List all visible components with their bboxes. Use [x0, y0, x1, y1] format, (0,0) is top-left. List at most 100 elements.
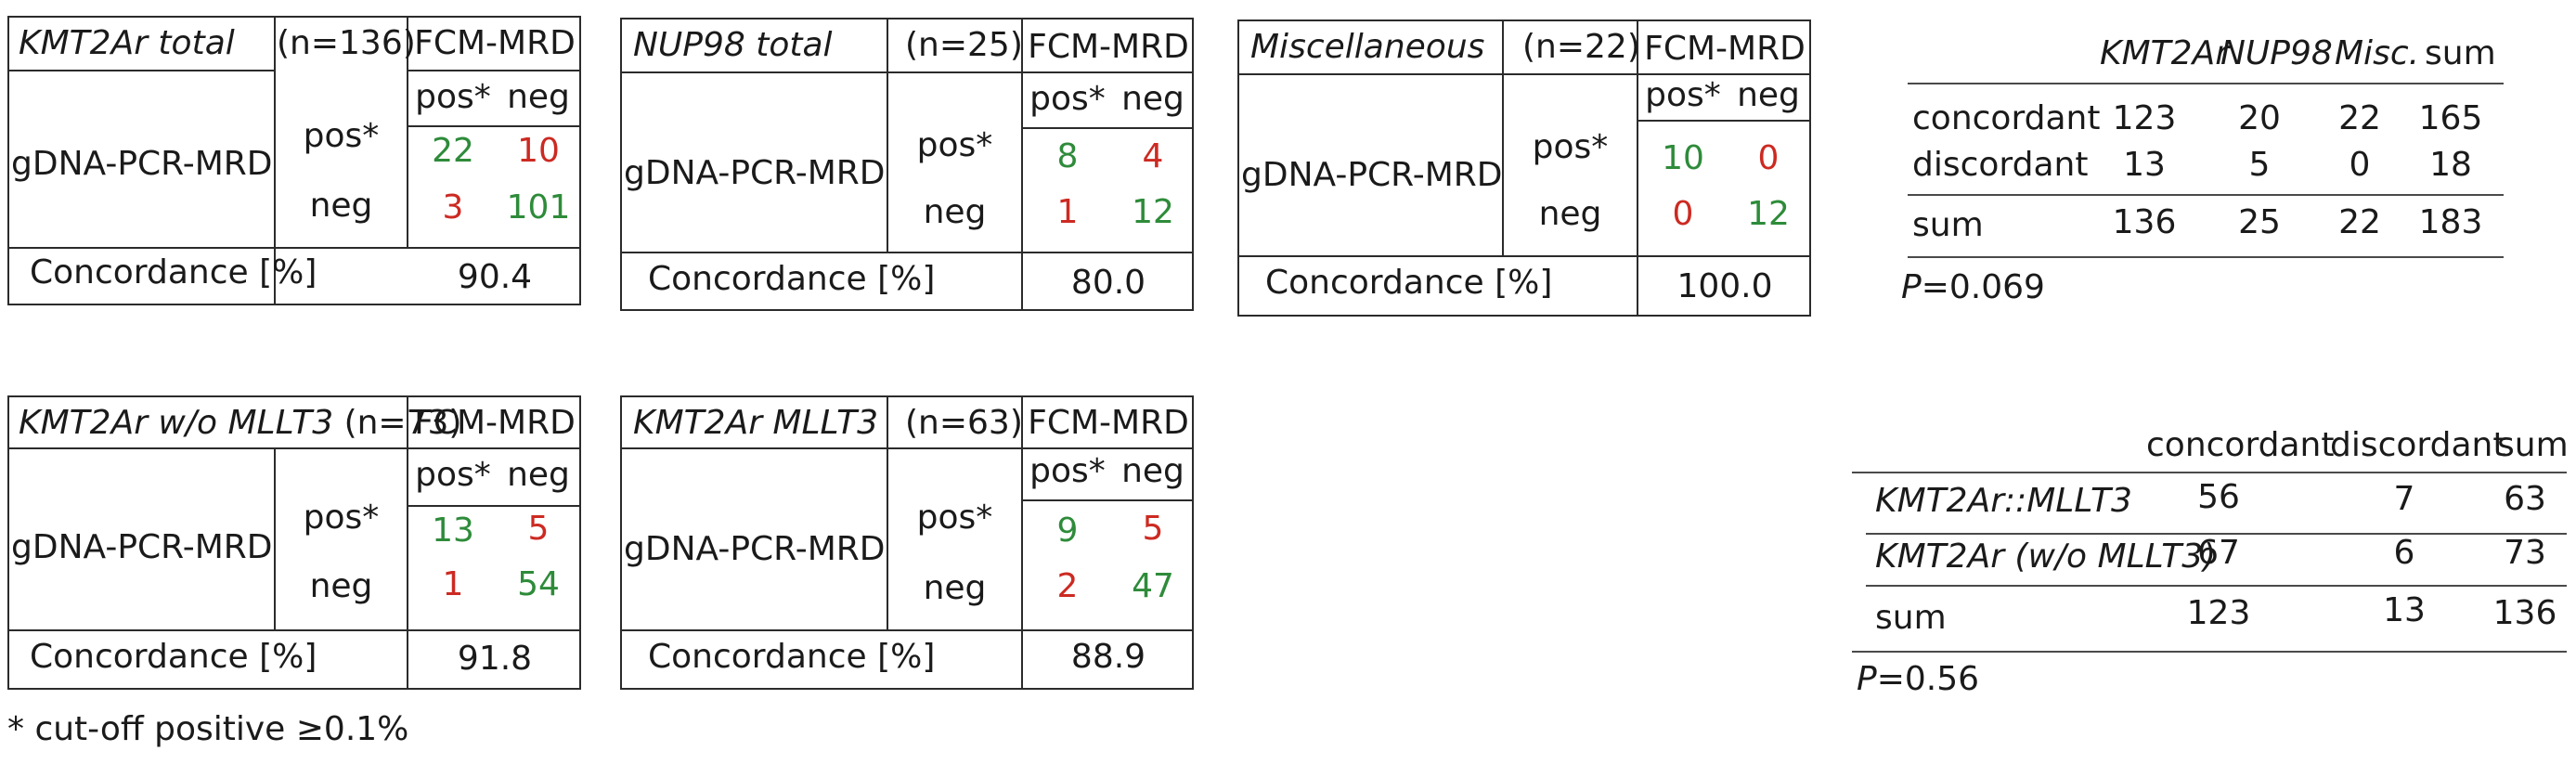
table-rule: [1866, 585, 2567, 587]
cell-value: 1: [1056, 193, 1079, 231]
table-rule: [1908, 194, 2504, 196]
cell-value: 63: [2504, 480, 2546, 518]
cell-value: 6: [2393, 534, 2415, 572]
col-level-pos: pos*: [415, 78, 491, 116]
table-rule: [1908, 256, 2504, 258]
row-level-neg: neg: [923, 569, 987, 607]
table-n-label: (n=25): [905, 26, 1023, 64]
table-n-label: (n=63): [905, 404, 1023, 442]
concordance-value: 88.9: [1070, 638, 1146, 676]
row-level-pos: pos*: [1532, 128, 1609, 166]
concordance-value: 80.0: [1070, 264, 1146, 302]
row-header: gDNA-PCR-MRD: [624, 154, 886, 192]
concordance-value: 100.0: [1676, 267, 1773, 305]
table-rule: [1852, 472, 2567, 473]
cell-value: 8: [1056, 137, 1079, 175]
row-header: gDNA-PCR-MRD: [1241, 156, 1503, 194]
cell-value: 183: [2418, 203, 2483, 241]
table-n-label: (n=22): [1522, 28, 1640, 66]
cell-value: 5: [527, 510, 550, 548]
cell-value: 136: [2492, 594, 2557, 632]
cell-value: 54: [517, 565, 560, 603]
p-label: P: [1857, 660, 1877, 698]
column-header: sum: [2425, 34, 2496, 72]
table-rule: [1908, 83, 2504, 84]
row-level-neg: neg: [923, 193, 987, 231]
table-title-row: KMT2Ar w/o MLLT3 (n=73): [19, 407, 461, 440]
col-level-pos: pos*: [1029, 452, 1106, 490]
column-header: discordant: [2330, 426, 2506, 464]
concordance-label: Concordance [%]: [648, 260, 936, 298]
col-header: FCM-MRD: [1644, 30, 1806, 68]
cell-value: 13: [432, 511, 474, 550]
row-level-neg: neg: [1538, 195, 1602, 233]
col-level-pos: pos*: [1645, 76, 1721, 114]
cell-value: 56: [2197, 478, 2240, 516]
concordance-label: Concordance [%]: [1265, 264, 1553, 302]
col-level-neg: neg: [1121, 452, 1184, 490]
column-header: KMT2Ar: [2100, 34, 2229, 72]
cell-value: 9: [1056, 511, 1079, 550]
cell-value: 0: [1757, 139, 1780, 177]
cell-value: 13: [2383, 591, 2426, 629]
row-header: gDNA-PCR-MRD: [11, 528, 273, 566]
cell-value: 5: [2248, 146, 2271, 184]
p-label: P: [1901, 268, 1922, 306]
cell-value: 123: [2112, 99, 2177, 137]
column-header: NUP98: [2220, 34, 2333, 72]
row-level-pos: pos*: [303, 117, 380, 155]
table-title: Miscellaneous: [1250, 28, 1485, 66]
column-header: Misc.: [2335, 34, 2420, 72]
cell-value: 10: [1662, 139, 1704, 177]
p-value: P=0.069: [1901, 271, 2045, 304]
row-header: gDNA-PCR-MRD: [11, 145, 273, 183]
cell-value: 1: [442, 565, 464, 603]
col-header: FCM-MRD: [414, 24, 576, 62]
row-label: KMT2Ar (w/o MLLT3): [1875, 537, 2217, 576]
col-level-neg: neg: [507, 456, 570, 494]
column-header: sum: [2497, 426, 2569, 464]
col-header: FCM-MRD: [1028, 404, 1189, 442]
p-value-text: =0.56: [1876, 660, 1980, 698]
col-level-neg: neg: [1121, 80, 1184, 118]
cell-value: 22: [432, 132, 474, 170]
table-n-label: (n=136): [277, 24, 416, 62]
cell-value: 20: [2238, 99, 2281, 137]
row-level-neg: neg: [309, 567, 373, 605]
row-label: concordant: [1912, 99, 2101, 137]
row-label: sum: [1912, 206, 1984, 244]
cell-value: 136: [2112, 203, 2177, 241]
cell-value: 67: [2197, 534, 2240, 572]
contingency-table-miscellaneous: Miscellaneous (n=22) FCM-MRD pos* neg gD…: [1237, 19, 1811, 317]
table-title: NUP98 total: [633, 26, 833, 64]
contingency-table-kmt2ar-total: KMT2Ar total (n=136) FCM-MRD pos* neg gD…: [7, 16, 581, 305]
table-rule: [1852, 651, 2567, 653]
contingency-table-nup98-total: NUP98 total (n=25) FCM-MRD pos* neg gDNA…: [620, 18, 1194, 311]
p-value: P=0.56: [1857, 663, 1979, 696]
col-level-pos: pos*: [415, 456, 491, 494]
concordance-label: Concordance [%]: [30, 253, 317, 291]
footnote: * cut-off positive ≥0.1%: [7, 710, 409, 748]
col-header: FCM-MRD: [414, 404, 576, 442]
cell-value: 12: [1747, 195, 1790, 233]
concordance-value: 90.4: [457, 258, 533, 296]
cell-value: 13: [2123, 146, 2166, 184]
row-level-neg: neg: [309, 187, 373, 225]
cell-value: 22: [2338, 203, 2381, 241]
col-level-pos: pos*: [1029, 80, 1106, 118]
table-rule: [1866, 533, 2567, 535]
cell-value: 4: [1142, 137, 1164, 175]
table-title: KMT2Ar total: [19, 24, 235, 62]
cell-value: 73: [2504, 534, 2546, 572]
col-level-neg: neg: [507, 78, 570, 116]
row-label: sum: [1875, 599, 1947, 637]
row-level-pos: pos*: [916, 499, 993, 537]
row-header: gDNA-PCR-MRD: [624, 530, 886, 568]
col-header: FCM-MRD: [1028, 28, 1189, 66]
cell-value: 47: [1132, 567, 1174, 605]
row-label: KMT2Ar::MLLT3: [1875, 482, 2132, 520]
cell-value: 101: [506, 188, 571, 227]
contingency-table-kmt2ar-without-mllt3: KMT2Ar w/o MLLT3 (n=73) FCM-MRD pos* neg…: [7, 395, 581, 690]
row-label: discordant: [1912, 146, 2089, 184]
column-header: concordant: [2146, 426, 2335, 464]
